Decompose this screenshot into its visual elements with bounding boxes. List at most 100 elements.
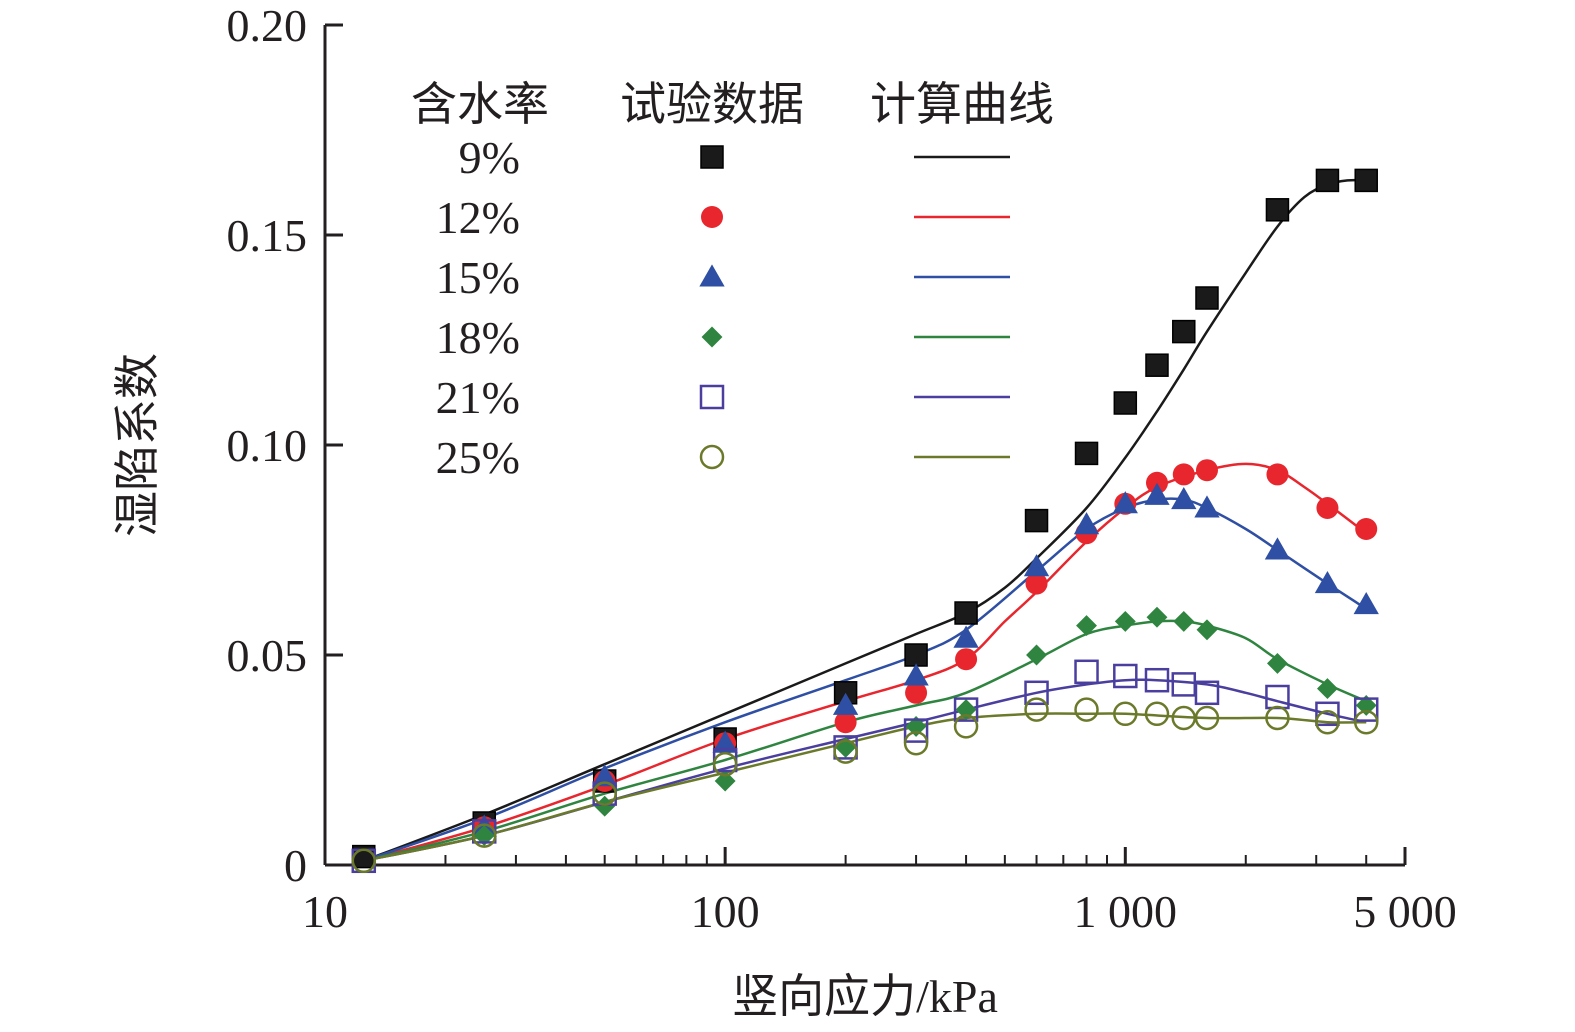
data-point-series-3 xyxy=(1023,554,1050,577)
y-tick-label: 0.20 xyxy=(227,0,308,51)
legend-marker xyxy=(699,384,725,410)
data-point-series-3 xyxy=(1353,591,1379,615)
data-point-series-4 xyxy=(1114,610,1136,632)
data-point-series-4 xyxy=(473,825,495,847)
data-point-series-6 xyxy=(1144,701,1170,727)
fit-curve-1 xyxy=(363,178,1367,862)
data-point-series-5 xyxy=(1315,701,1340,727)
data-point-series-6 xyxy=(471,823,497,848)
legend-label: 21% xyxy=(436,372,520,423)
data-point-series-6 xyxy=(1024,697,1049,722)
data-point-series-3 xyxy=(592,764,618,787)
data-point-series-4 xyxy=(1146,606,1168,628)
data-point-series-4 xyxy=(714,770,736,792)
data-point-series-5 xyxy=(1113,663,1138,689)
data-point-series-2 xyxy=(1355,518,1378,540)
data-point-series-5 xyxy=(1265,684,1290,710)
legend-marker xyxy=(701,206,723,228)
y-tick-label: 0.10 xyxy=(227,420,308,471)
data-point-series-3 xyxy=(1314,570,1341,594)
axes: 0 0.05 0.10 0.15 0.20 10 100 1 000 5 000 xyxy=(227,0,1457,937)
data-point-series-4 xyxy=(1026,644,1047,666)
data-points xyxy=(351,168,1379,874)
x-tick-label: 5 000 xyxy=(1353,886,1457,937)
legend-header: 试验数据 xyxy=(620,79,804,130)
fit-curve-6 xyxy=(363,712,1367,863)
data-point-series-2 xyxy=(834,711,857,734)
data-point-series-1 xyxy=(904,643,928,667)
data-point-series-2 xyxy=(1195,459,1218,482)
data-point-series-1 xyxy=(1172,319,1196,344)
data-point-series-6 xyxy=(1353,709,1379,735)
data-point-series-6 xyxy=(712,751,738,777)
x-axis-title: 竖向应力/kPa xyxy=(732,971,998,1022)
legend-label: 25% xyxy=(436,432,520,483)
y-axis-title: 湿陷系数 xyxy=(112,353,163,537)
data-point-series-2 xyxy=(955,648,978,671)
data-point-series-4 xyxy=(1173,610,1195,632)
data-point-series-5 xyxy=(1144,667,1170,693)
data-point-series-3 xyxy=(1112,491,1138,514)
legend-marker xyxy=(699,444,725,470)
data-point-series-6 xyxy=(1113,701,1138,727)
data-point-series-3 xyxy=(1144,482,1170,505)
data-point-series-6 xyxy=(592,781,617,806)
fit-curve-3 xyxy=(363,497,1367,862)
legend-header: 计算曲线 xyxy=(870,79,1054,130)
data-point-series-5 xyxy=(1171,672,1197,697)
data-point-series-3 xyxy=(903,663,929,686)
data-point-series-4 xyxy=(1355,694,1377,716)
data-point-series-3 xyxy=(1073,512,1100,535)
data-point-series-5 xyxy=(1353,697,1379,722)
data-point-series-5 xyxy=(1074,659,1099,685)
legend-label: 12% xyxy=(436,192,520,243)
data-point-series-6 xyxy=(903,730,929,756)
data-point-series-2 xyxy=(1025,572,1048,595)
data-point-series-6 xyxy=(1074,697,1099,722)
x-tick-label: 1 000 xyxy=(1074,886,1178,937)
y-tick-label: 0 xyxy=(284,840,307,891)
legend-marker xyxy=(701,326,723,348)
x-tick-label: 100 xyxy=(691,886,760,937)
data-point-series-1 xyxy=(1074,441,1099,466)
data-point-series-2 xyxy=(1266,463,1289,486)
data-point-series-1 xyxy=(1113,391,1138,415)
data-point-series-6 xyxy=(833,739,858,764)
data-point-series-1 xyxy=(1315,168,1340,193)
data-point-series-3 xyxy=(953,625,979,648)
data-point-series-5 xyxy=(953,697,979,722)
legend-header: 含水率 xyxy=(411,79,549,130)
data-point-series-1 xyxy=(1024,508,1049,533)
legend-label: 9% xyxy=(459,132,520,183)
data-point-series-6 xyxy=(351,848,377,874)
data-point-series-5 xyxy=(903,718,929,743)
data-point-series-1 xyxy=(1145,353,1169,377)
data-point-series-3 xyxy=(832,692,859,715)
data-point-series-3 xyxy=(1171,486,1197,510)
data-point-series-6 xyxy=(1265,705,1290,731)
data-point-series-5 xyxy=(1024,680,1049,706)
data-point-series-1 xyxy=(954,601,978,625)
data-point-series-2 xyxy=(1316,497,1339,519)
data-point-series-3 xyxy=(712,730,738,753)
fit-curve-4 xyxy=(363,619,1367,863)
data-point-series-3 xyxy=(1194,495,1220,518)
data-point-series-4 xyxy=(1076,615,1097,637)
data-point-series-3 xyxy=(1264,537,1291,560)
data-point-series-4 xyxy=(1266,652,1288,674)
data-point-series-4 xyxy=(905,715,927,737)
data-point-series-1 xyxy=(1354,168,1378,193)
legend-label: 18% xyxy=(436,312,520,363)
data-point-series-2 xyxy=(1172,463,1195,486)
legend: 含水率 试验数据 计算曲线 9% 12% 15% 18% 21% 25% xyxy=(411,79,1054,483)
data-point-series-1 xyxy=(1195,286,1219,310)
legend-marker xyxy=(700,145,724,169)
legend-label: 15% xyxy=(436,252,520,303)
y-tick-label: 0.15 xyxy=(227,210,308,261)
x-tick-label: 10 xyxy=(302,886,348,937)
data-point-series-6 xyxy=(1315,709,1340,735)
data-point-series-2 xyxy=(905,681,928,704)
fit-curve-5 xyxy=(363,678,1367,863)
legend-marker xyxy=(699,264,725,287)
